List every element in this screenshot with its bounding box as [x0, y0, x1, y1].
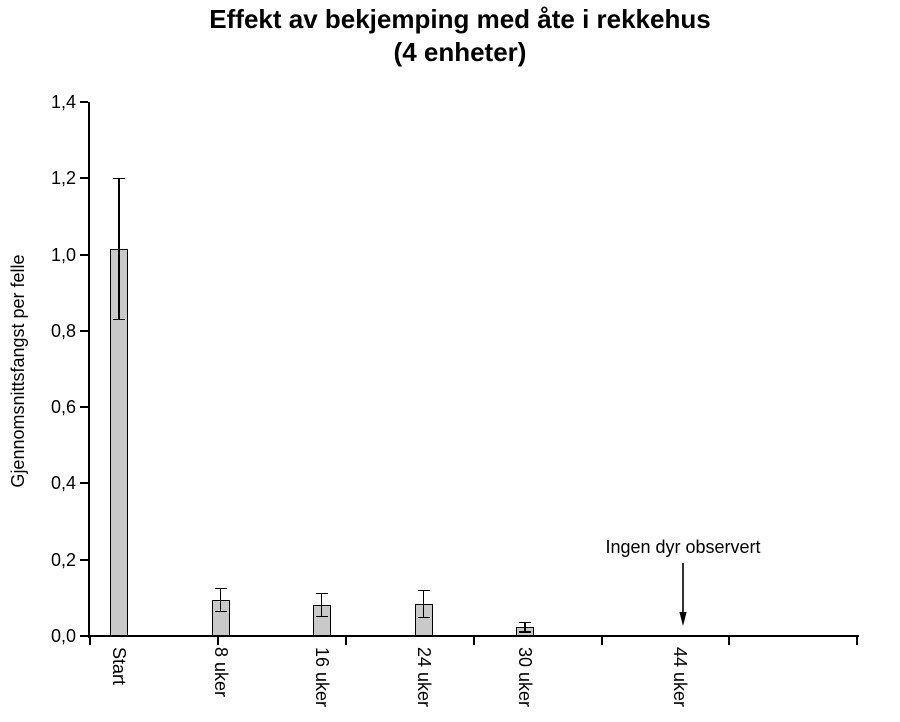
- x-tick: [345, 637, 347, 645]
- error-bar-cap-top: [214, 587, 227, 590]
- error-bar-cap-top: [519, 621, 531, 624]
- x-tick: [217, 637, 219, 645]
- y-tick-label: 1,4: [50, 92, 76, 112]
- y-tick-label: 0,8: [50, 320, 76, 341]
- chart-title: Effekt av bekjemping med åte i rekkehus …: [20, 3, 900, 69]
- y-tick-label: 0,2: [50, 549, 76, 570]
- error-bar-cap-bottom: [113, 318, 125, 321]
- y-tick: [80, 635, 88, 637]
- x-axis-line: [88, 635, 859, 637]
- error-bar-line: [118, 178, 120, 320]
- x-tick: [728, 637, 730, 645]
- x-tick: [600, 637, 603, 645]
- error-bar-cap-bottom: [519, 631, 531, 633]
- y-tick-label: 1,0: [50, 244, 76, 265]
- error-bar-cap-top: [417, 589, 430, 592]
- y-tick: [80, 253, 88, 256]
- error-bar-line: [219, 588, 222, 612]
- error-bar-cap-bottom: [315, 615, 328, 618]
- y-tick-label: 0,6: [50, 397, 76, 418]
- x-tick-label: 16 uker: [311, 647, 332, 708]
- y-tick: [80, 558, 88, 561]
- chart-title-line2: (4 enheter): [393, 37, 527, 67]
- y-axis-title: Gjennomsnittsfangst per felle: [8, 254, 28, 488]
- error-bar-cap-top: [113, 177, 125, 180]
- error-bar-cap-bottom: [214, 610, 227, 613]
- annotation-down-arrow-icon: [679, 563, 687, 626]
- error-bar-line: [524, 622, 526, 632]
- x-tick: [472, 637, 475, 645]
- x-tick-label: 30 uker: [515, 647, 535, 708]
- x-tick: [89, 637, 91, 645]
- error-bar-cap-bottom: [417, 616, 430, 619]
- x-tick: [856, 637, 858, 645]
- y-tick-label: 0,0: [50, 626, 76, 646]
- y-axis-line: [88, 102, 90, 638]
- y-tick: [80, 329, 88, 332]
- x-tick-label: Start: [109, 647, 129, 686]
- error-bar-line: [422, 590, 425, 618]
- annotation-text: Ingen dyr observert: [605, 537, 761, 557]
- y-tick: [80, 482, 88, 485]
- error-bar-cap-top: [315, 592, 328, 595]
- y-tick-label: 0,4: [50, 473, 76, 494]
- error-bar-line: [320, 593, 323, 617]
- chart-title-line1: Effekt av bekjemping med åte i rekkehus: [209, 4, 711, 34]
- x-tick-label: 44 uker: [670, 647, 690, 708]
- y-tick: [80, 177, 88, 180]
- y-tick: [80, 406, 88, 409]
- x-tick-label: 24 uker: [413, 647, 434, 708]
- y-tick: [80, 101, 88, 103]
- x-tick-label: 8 uker: [210, 647, 231, 698]
- y-tick-label: 1,2: [50, 168, 76, 189]
